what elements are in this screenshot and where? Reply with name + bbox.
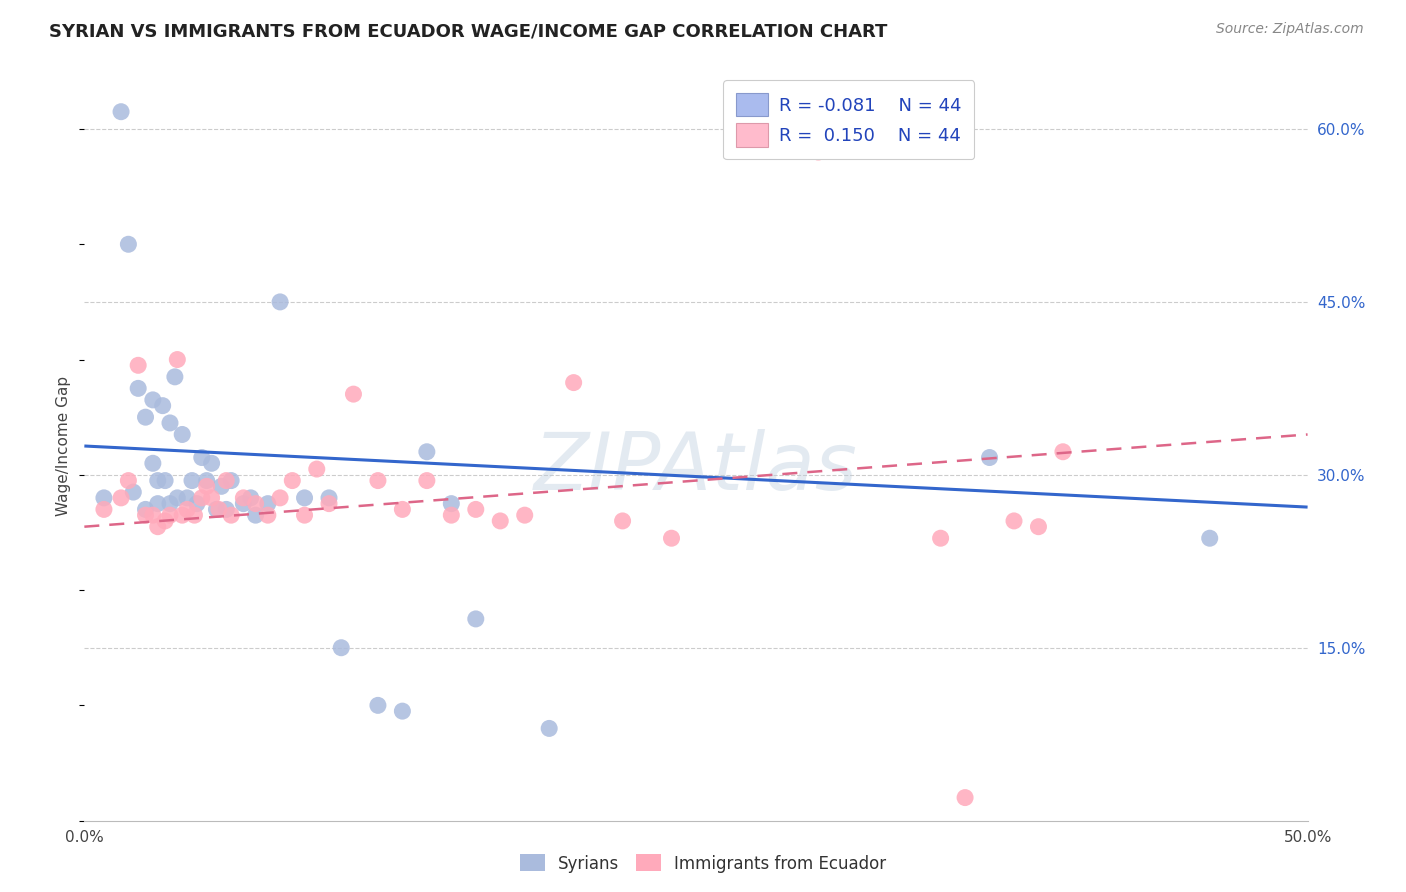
Point bbox=[191, 491, 214, 505]
Point bbox=[159, 497, 181, 511]
Point bbox=[153, 514, 176, 528]
Point bbox=[416, 474, 439, 488]
Point bbox=[110, 104, 132, 119]
Point bbox=[294, 491, 316, 505]
Point bbox=[93, 502, 115, 516]
Point bbox=[152, 399, 174, 413]
Point bbox=[135, 508, 157, 523]
Point bbox=[342, 387, 364, 401]
Point bbox=[172, 427, 194, 442]
Point bbox=[122, 485, 145, 500]
Point bbox=[110, 491, 132, 505]
Point bbox=[440, 508, 463, 523]
Point bbox=[183, 508, 205, 523]
Point bbox=[464, 612, 486, 626]
Point bbox=[195, 479, 218, 493]
Point bbox=[142, 392, 165, 407]
Point bbox=[181, 474, 204, 488]
Point bbox=[257, 508, 280, 523]
Point bbox=[142, 456, 165, 470]
Point bbox=[163, 369, 186, 384]
Point bbox=[135, 410, 157, 425]
Point bbox=[257, 497, 280, 511]
Point bbox=[391, 502, 413, 516]
Point bbox=[176, 491, 198, 505]
Point bbox=[186, 497, 208, 511]
Point bbox=[176, 502, 198, 516]
Point bbox=[200, 491, 222, 505]
Point bbox=[153, 474, 176, 488]
Point bbox=[416, 444, 439, 458]
Point bbox=[1198, 531, 1220, 545]
Point bbox=[305, 462, 328, 476]
Point bbox=[215, 502, 238, 516]
Point bbox=[979, 450, 1001, 465]
Point bbox=[440, 497, 463, 511]
Point bbox=[159, 508, 181, 523]
Point bbox=[245, 508, 267, 523]
Text: ZIPAtlas: ZIPAtlas bbox=[534, 429, 858, 508]
Point bbox=[135, 502, 157, 516]
Point bbox=[269, 294, 291, 309]
Point bbox=[318, 491, 340, 505]
Y-axis label: Wage/Income Gap: Wage/Income Gap bbox=[56, 376, 72, 516]
Legend: R = -0.081    N = 44, R =  0.150    N = 44: R = -0.081 N = 44, R = 0.150 N = 44 bbox=[723, 80, 974, 160]
Point bbox=[205, 502, 228, 516]
Point bbox=[209, 479, 232, 493]
Point bbox=[612, 514, 634, 528]
Point bbox=[538, 722, 561, 736]
Point bbox=[232, 497, 254, 511]
Point bbox=[215, 474, 238, 488]
Point bbox=[166, 352, 188, 367]
Point bbox=[661, 531, 683, 545]
Point bbox=[146, 474, 169, 488]
Point bbox=[562, 376, 585, 390]
Point bbox=[464, 502, 486, 516]
Point bbox=[146, 497, 169, 511]
Point bbox=[489, 514, 512, 528]
Point bbox=[127, 381, 149, 395]
Point bbox=[166, 491, 188, 505]
Point bbox=[245, 497, 267, 511]
Point bbox=[1002, 514, 1025, 528]
Point bbox=[172, 508, 194, 523]
Point bbox=[269, 491, 291, 505]
Point bbox=[281, 474, 304, 488]
Point bbox=[929, 531, 952, 545]
Point bbox=[953, 790, 976, 805]
Point bbox=[127, 359, 149, 373]
Point bbox=[1052, 444, 1074, 458]
Point bbox=[391, 704, 413, 718]
Point bbox=[367, 474, 389, 488]
Point bbox=[239, 491, 262, 505]
Point bbox=[117, 474, 139, 488]
Point bbox=[159, 416, 181, 430]
Point bbox=[200, 456, 222, 470]
Point bbox=[232, 491, 254, 505]
Point bbox=[513, 508, 536, 523]
Point bbox=[219, 508, 242, 523]
Text: SYRIAN VS IMMIGRANTS FROM ECUADOR WAGE/INCOME GAP CORRELATION CHART: SYRIAN VS IMMIGRANTS FROM ECUADOR WAGE/I… bbox=[49, 22, 887, 40]
Point bbox=[142, 508, 165, 523]
Point bbox=[208, 502, 231, 516]
Point bbox=[1028, 519, 1050, 533]
Text: Source: ZipAtlas.com: Source: ZipAtlas.com bbox=[1216, 22, 1364, 37]
Point bbox=[93, 491, 115, 505]
Point bbox=[294, 508, 316, 523]
Point bbox=[367, 698, 389, 713]
Point bbox=[318, 497, 340, 511]
Point bbox=[117, 237, 139, 252]
Point bbox=[195, 474, 218, 488]
Point bbox=[807, 145, 830, 159]
Point bbox=[146, 519, 169, 533]
Point bbox=[330, 640, 353, 655]
Point bbox=[219, 474, 242, 488]
Legend: Syrians, Immigrants from Ecuador: Syrians, Immigrants from Ecuador bbox=[513, 847, 893, 880]
Point bbox=[191, 450, 214, 465]
